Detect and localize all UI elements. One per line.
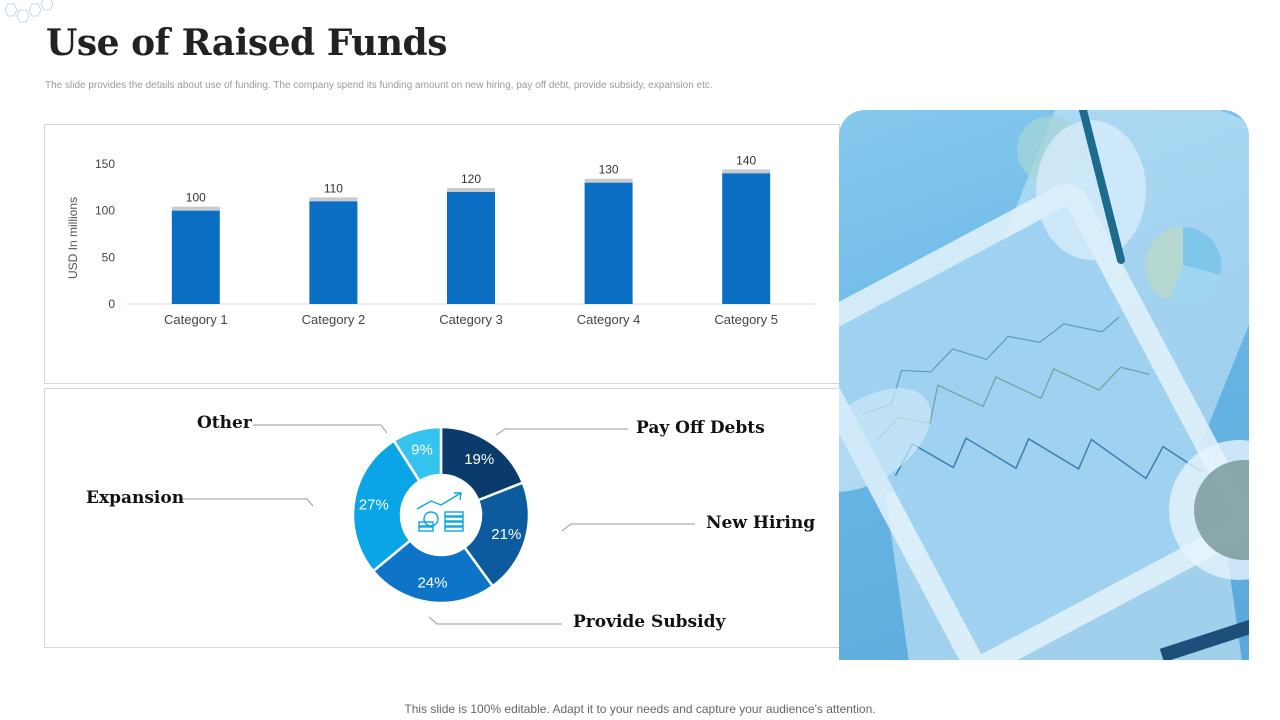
- x-tick-label: Category 4: [577, 312, 641, 327]
- bar-chart-panel: 0 50 100 150 USD In millions 100 Category 1 110…: [44, 124, 840, 384]
- callout-label-pay-off-debts: Pay Off Debts: [636, 418, 765, 438]
- y-tick-label: 150: [95, 157, 115, 171]
- footer-note: This slide is 100% editable. Adapt it to…: [404, 702, 876, 716]
- y-tick-label: 0: [108, 297, 115, 311]
- money-growth-icon: [416, 492, 464, 532]
- photo-illustration: [839, 110, 1249, 660]
- donut-slice: [371, 538, 495, 605]
- bar: [722, 173, 771, 304]
- leader-line-new-hiring: [561, 523, 695, 532]
- bar-cap: [171, 206, 220, 211]
- bar-value-label: 110: [324, 181, 343, 195]
- bar-value-label: 130: [599, 163, 619, 177]
- callout-label-expansion: Expansion: [86, 488, 185, 508]
- bar: [447, 192, 495, 304]
- bar-cap: [722, 169, 771, 174]
- bar-value-label: 120: [461, 172, 481, 186]
- bar-value-label: 140: [736, 153, 756, 167]
- page-title: Use of Raised Funds: [46, 22, 447, 64]
- callout-label-new-hiring: New Hiring: [706, 513, 816, 533]
- leader-line-pay-off-debts: [495, 428, 628, 436]
- y-axis-title: USD In millions: [66, 197, 80, 279]
- callout-label-provide-subsidy: Provide Subsidy: [573, 612, 726, 632]
- donut-chart-panel: 19% 21% 24% 27% 9% Other Expansion Pay Off D…: [44, 388, 840, 648]
- leader-line-expansion: [179, 498, 314, 507]
- bar-chart: 0 50 100 150 USD In millions 100 Category 1 110…: [66, 153, 815, 327]
- bar-cap: [309, 197, 358, 202]
- donut-slice: [392, 425, 443, 483]
- x-tick-label: Category 2: [302, 312, 366, 327]
- bar-cap: [584, 178, 633, 183]
- x-tick-label: Category 1: [164, 312, 228, 327]
- bar: [584, 182, 633, 304]
- donut-slice: [351, 438, 422, 573]
- x-tick-label: Category 3: [439, 312, 503, 327]
- donut-chart: 19% 21% 24% 27% 9%: [179, 424, 695, 625]
- slice-percent-label: 9%: [411, 442, 433, 459]
- slice-percent-label: 21%: [491, 526, 521, 543]
- hexagon-decoration-icon: [4, 0, 54, 23]
- leader-line-provide-subsidy: [428, 616, 562, 625]
- slice-percent-label: 19%: [464, 451, 494, 468]
- bar: [171, 210, 220, 304]
- bar: [309, 201, 358, 304]
- y-tick-label: 100: [95, 204, 115, 218]
- slice-percent-label: 24%: [417, 574, 447, 591]
- page-subtitle: The slide provides the details about use…: [45, 80, 713, 91]
- leader-line-other: [253, 424, 388, 434]
- slice-percent-label: 27%: [359, 496, 389, 513]
- bar-value-label: 100: [186, 191, 206, 205]
- bar-cap: [447, 188, 495, 192]
- y-tick-label: 50: [102, 250, 116, 264]
- callout-label-other: Other: [197, 413, 252, 433]
- tablet-analysis-photo: [839, 110, 1249, 660]
- x-tick-label: Category 5: [714, 312, 778, 327]
